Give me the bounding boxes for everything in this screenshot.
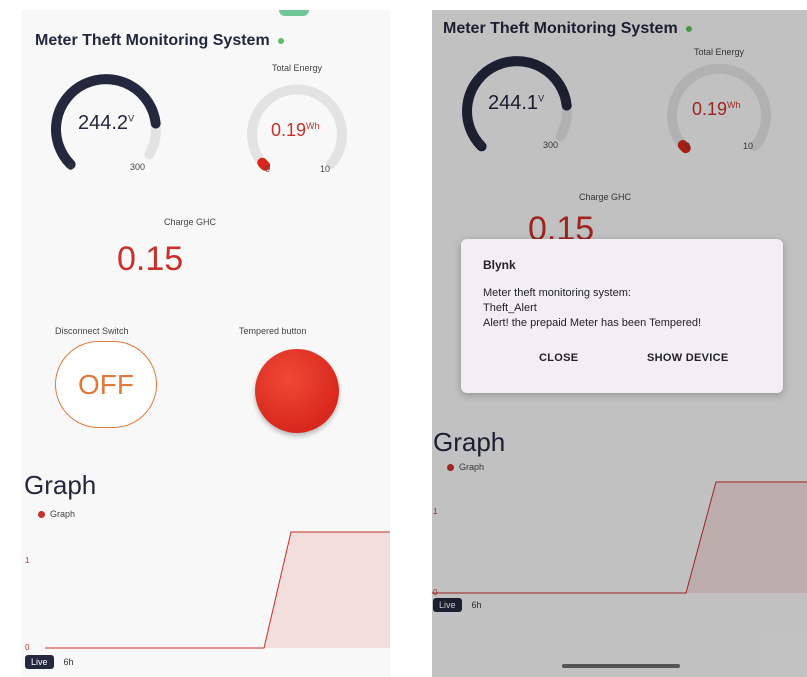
online-status-dot [685,25,692,32]
online-status-dot [277,37,284,44]
energy-label: Total Energy [694,47,745,57]
voltage-max: 300 [130,162,146,172]
dialog-message-line-3: Alert! the prepaid Meter has been Temper… [483,317,702,329]
voltage-max: 300 [543,140,559,150]
voltage-value: 244.1V [488,92,545,114]
energy-gauge-fill [257,157,271,171]
close-button[interactable]: CLOSE [539,352,579,364]
graph-range-selector: Live 6h [25,655,74,669]
voltage-unit: V [128,113,135,124]
graph-heading: Graph [24,470,97,500]
graph-chart [45,531,390,649]
voltage-unit: V [538,93,545,104]
range-6h-button[interactable]: 6h [471,600,482,610]
legend-label: Graph [50,509,76,519]
graph-legend: Graph [447,462,484,472]
dialog-title: Blynk [483,258,516,272]
voltage-gauge-fill [51,74,161,170]
energy-gauge [247,84,347,171]
graph-tick-0: 0 [25,643,30,652]
graph-area [264,532,390,648]
app-screen-right: Meter Theft Monitoring System 244.1V 0 3… [432,10,807,677]
graph-heading: Graph [433,427,506,457]
alert-dialog: Blynk Meter theft monitoring system: The… [461,239,783,393]
energy-max: 10 [743,141,754,151]
graph-range-selector: Live 6h [433,598,482,612]
disconnect-switch-state: OFF [78,368,134,400]
graph-area [686,482,807,593]
graph-tick-1: 1 [433,507,438,516]
page-title: Meter Theft Monitoring System [443,20,692,38]
legend-dot [38,511,45,519]
voltage-min: 0 [68,162,74,172]
show-device-button[interactable]: SHOW DEVICE [647,352,729,364]
energy-unit: Wh [727,100,741,110]
graph-legend: Graph [38,509,75,519]
energy-min: 0 [265,164,271,174]
energy-label: Total Energy [272,63,323,73]
graph-chart [432,481,807,594]
tempered-button-label: Tempered button [239,326,307,336]
range-live-button[interactable]: Live [25,655,54,669]
page-title-text: Meter Theft Monitoring System [443,20,678,37]
voltage-gauge [462,56,572,152]
legend-label: Graph [459,462,485,472]
energy-max: 10 [320,164,331,174]
voltage-min: 0 [479,140,485,150]
legend-dot [447,464,454,472]
graph-tick-0: 0 [433,588,438,597]
dialog-message-line-1: Meter theft monitoring system: [483,287,631,299]
voltage-gauge [51,74,161,170]
range-6h-button[interactable]: 6h [63,657,74,667]
range-live-button[interactable]: Live [433,598,462,612]
graph-line [432,481,807,594]
page-title: Meter Theft Monitoring System [35,32,284,50]
page-title-text: Meter Theft Monitoring System [35,32,270,49]
disconnect-switch-label: Disconnect Switch [55,326,129,336]
energy-gauge-track [667,63,771,151]
energy-min: 0 [685,141,691,151]
energy-gauge [667,63,771,154]
voltage-value: 244.2V [78,112,135,134]
energy-value: 0.19Wh [692,99,741,119]
energy-value: 0.19Wh [271,120,320,140]
charge-label: Charge GHC [579,192,632,202]
home-indicator[interactable] [562,664,680,668]
dialog-message-line-2: Theft_Alert [483,302,537,314]
app-screen-left: Meter Theft Monitoring System 244.2V 0 3… [21,10,390,677]
disconnect-switch[interactable]: OFF [55,341,157,428]
graph-line [45,531,390,649]
top-tab-indicator [279,10,309,16]
charge-label: Charge GHC [164,217,217,227]
energy-gauge-track [247,84,347,169]
voltage-gauge-fill [462,56,572,152]
charge-value: 0.15 [117,240,184,278]
energy-gauge-fill [677,140,691,154]
energy-unit: Wh [306,121,320,131]
graph-tick-1: 1 [25,556,30,565]
tempered-button[interactable] [255,349,339,433]
